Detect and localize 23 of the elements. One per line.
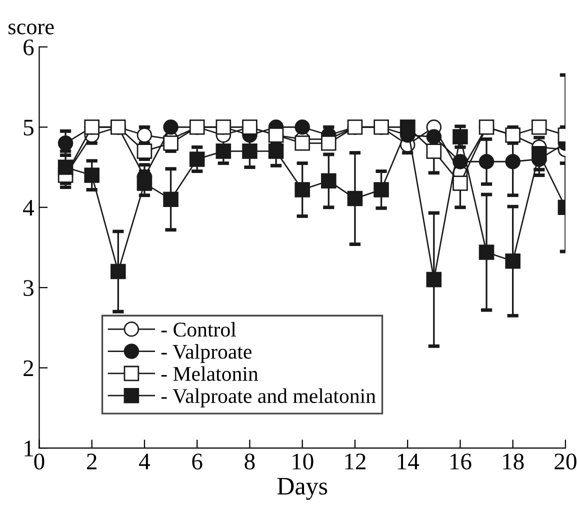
x-tick-label: 2 — [86, 454, 96, 470]
y-tick-label: 5 — [24, 120, 34, 136]
x-tick-label: 14 — [398, 454, 420, 470]
x-tick-label: 8 — [244, 454, 255, 470]
x-tick-label: 18 — [503, 454, 524, 470]
x-tick-label: 20 — [554, 454, 576, 470]
x-tick-label: 4 — [139, 454, 150, 470]
y-tick-label: 1 — [24, 440, 33, 456]
x-tick-label: 6 — [192, 454, 202, 470]
legend-label: - Melatonin — [161, 366, 258, 381]
legend-label: - Valproate — [161, 344, 252, 364]
y-axis-title: score — [8, 24, 54, 34]
legend-label: - Control — [161, 322, 236, 337]
y-tick-label: 4 — [23, 200, 34, 216]
y-tick-label: 6 — [24, 39, 34, 56]
y-tick-label: 2 — [24, 360, 34, 376]
legend-label: - Valproate and melatonin — [161, 388, 376, 408]
x-axis-title: Days — [277, 478, 328, 500]
x-tick-label: 16 — [450, 454, 472, 470]
x-tick-label: 12 — [345, 454, 366, 470]
x-tick-label: 10 — [292, 454, 314, 470]
y-tick-label: 3 — [24, 280, 34, 296]
x-tick-label: 0 — [34, 454, 44, 470]
